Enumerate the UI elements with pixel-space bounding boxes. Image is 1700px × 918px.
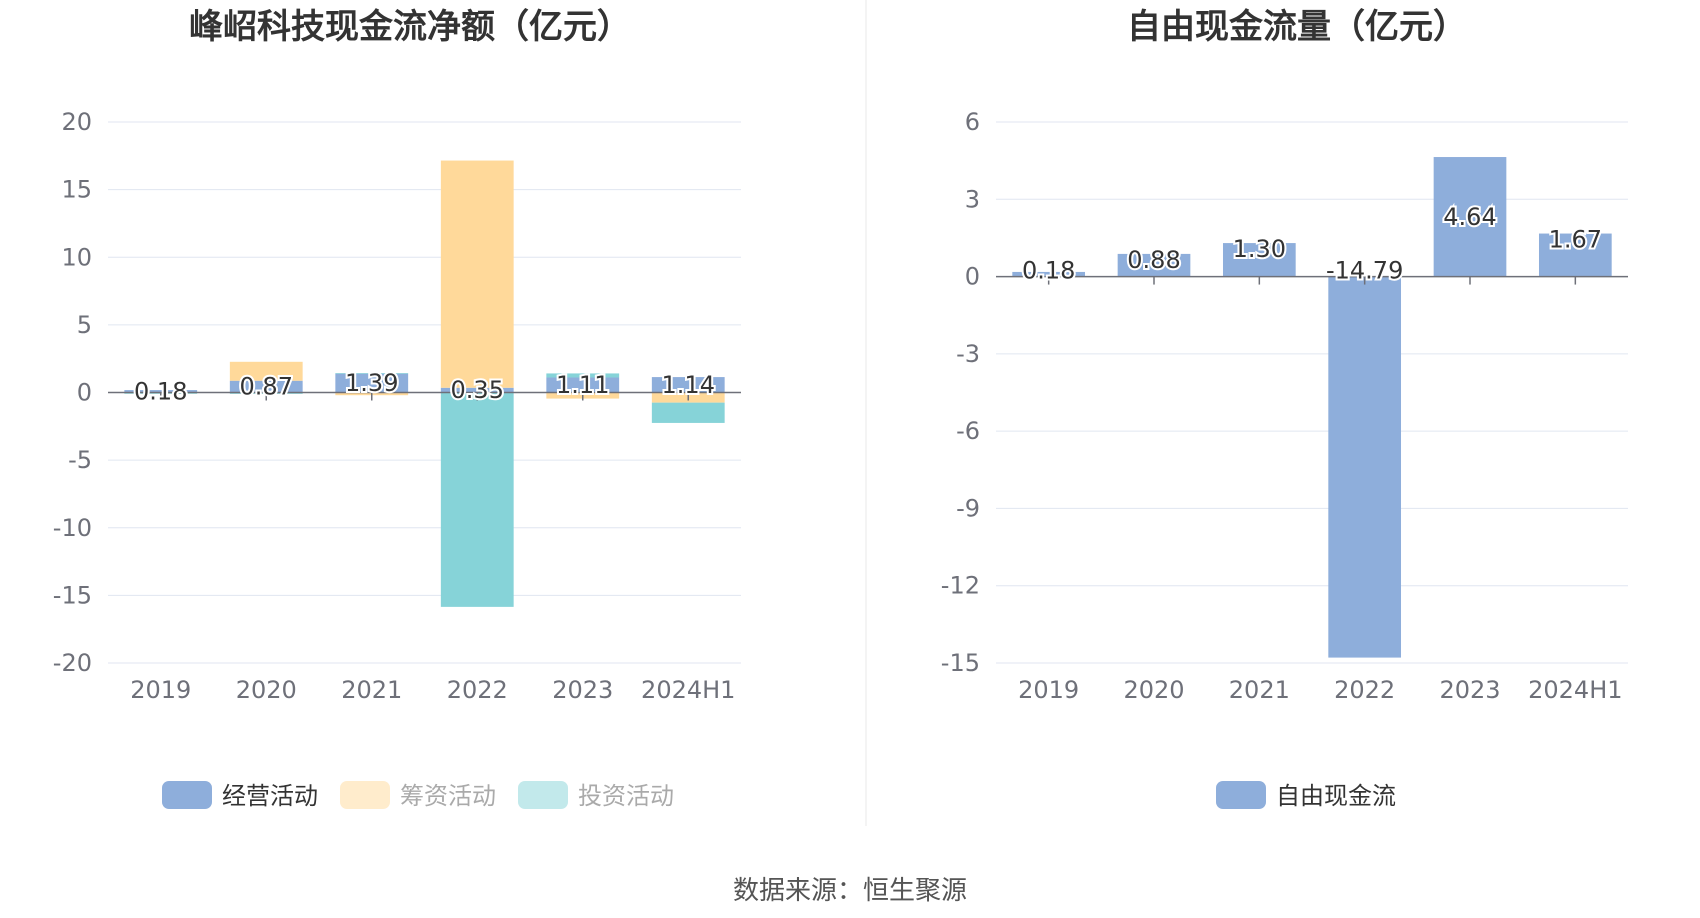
y-tick-label: -15 bbox=[53, 581, 92, 609]
legend-item[interactable]: 自由现金流 bbox=[1216, 781, 1396, 810]
data-label: 1.39 bbox=[345, 369, 398, 397]
legend-swatch bbox=[340, 781, 390, 809]
y-tick-label: 15 bbox=[61, 176, 92, 204]
bar-1-2021[interactable] bbox=[1222, 243, 1296, 277]
legend-item[interactable]: 筹资活动 bbox=[340, 781, 496, 810]
bar-1-2019[interactable] bbox=[1012, 271, 1086, 277]
data-label: 0.18 bbox=[134, 377, 187, 405]
bar-1-2020[interactable] bbox=[229, 380, 303, 393]
y-tick-label: 3 bbox=[965, 185, 980, 213]
x-tick-label: 2023 bbox=[552, 676, 613, 704]
chart-title: 峰岹科技现金流净额（亿元） bbox=[189, 7, 631, 47]
legend-label: 投资活动 bbox=[578, 782, 674, 810]
data-label: 4.64 bbox=[1443, 203, 1496, 231]
x-tick-label: 2019 bbox=[1018, 676, 1079, 704]
y-tick-label: 20 bbox=[61, 108, 92, 136]
chart-title: 自由现金流量（亿元） bbox=[1127, 7, 1467, 47]
bar-3-2024H1[interactable] bbox=[651, 402, 725, 423]
bar-2-2022[interactable] bbox=[440, 160, 514, 388]
y-tick-label: -9 bbox=[956, 494, 980, 522]
bar-1-2023[interactable] bbox=[1433, 157, 1507, 277]
bar-3-2023[interactable] bbox=[546, 373, 620, 378]
y-tick-label: -5 bbox=[68, 446, 92, 474]
data-label: 0.87 bbox=[240, 373, 293, 401]
x-tick-label: 2020 bbox=[1123, 676, 1184, 704]
bar-1-2020[interactable] bbox=[1117, 253, 1191, 277]
data-source-note: 数据来源：恒生聚源 bbox=[733, 876, 967, 906]
x-tick-label: 2021 bbox=[341, 676, 402, 704]
bar-1-2021[interactable] bbox=[335, 373, 409, 393]
data-label: 0.18 bbox=[1022, 257, 1075, 285]
y-tick-label: 10 bbox=[61, 243, 92, 271]
y-tick-label: 0 bbox=[965, 263, 980, 291]
x-tick-label: 2024H1 bbox=[641, 676, 735, 704]
legend-swatch bbox=[162, 781, 212, 809]
y-tick-label: -15 bbox=[941, 649, 980, 677]
y-tick-label: -10 bbox=[53, 514, 92, 542]
data-label: 0.88 bbox=[1127, 246, 1180, 274]
legend-label: 经营活动 bbox=[222, 782, 318, 810]
chart-2: 自由现金流量（亿元） 6 3 0 -3 -6 -9 -12 -15 2019 2020 2021 202… bbox=[941, 7, 1628, 810]
bar-1-2024H1[interactable] bbox=[1538, 233, 1612, 277]
x-tick-label: 2021 bbox=[1229, 676, 1290, 704]
y-tick-label: 6 bbox=[965, 108, 980, 136]
bar-3-2021[interactable] bbox=[335, 373, 409, 374]
legend-swatch bbox=[518, 781, 568, 809]
y-tick-label: -12 bbox=[941, 572, 980, 600]
y-tick-label: -20 bbox=[53, 649, 92, 677]
bar-1-2022[interactable] bbox=[440, 387, 514, 393]
data-label: -14.79 bbox=[1326, 257, 1403, 285]
bar-3-2022[interactable] bbox=[440, 392, 514, 607]
chart-1: 峰岹科技现金流净额（亿元） 20 15 10 5 0 -5 -10 -15 -20 2019 2020… bbox=[53, 7, 741, 810]
legend: 经营活动 筹资活动 投资活动 bbox=[162, 781, 674, 810]
legend-item[interactable]: 投资活动 bbox=[518, 781, 674, 810]
x-tick-label: 2019 bbox=[130, 676, 191, 704]
data-label: 1.11 bbox=[556, 371, 609, 399]
bar-1-2023[interactable] bbox=[546, 377, 620, 393]
bar-2-2020[interactable] bbox=[229, 361, 303, 381]
legend-item[interactable]: 经营活动 bbox=[162, 781, 318, 810]
y-tick-label: 0 bbox=[77, 379, 92, 407]
data-label: 0.35 bbox=[451, 376, 504, 404]
y-tick-label: -3 bbox=[956, 340, 980, 368]
legend-label: 自由现金流 bbox=[1276, 782, 1396, 810]
x-tick-label: 2023 bbox=[1439, 676, 1500, 704]
data-label: 1.67 bbox=[1549, 226, 1602, 254]
x-tick-label: 2022 bbox=[1334, 676, 1395, 704]
bar-1-2019[interactable] bbox=[124, 390, 198, 393]
bar-1-2024H1[interactable] bbox=[651, 377, 725, 393]
x-tick-label: 2024H1 bbox=[1528, 676, 1622, 704]
y-tick-label: -6 bbox=[956, 417, 980, 445]
legend-label: 筹资活动 bbox=[400, 782, 496, 810]
legend: 自由现金流 bbox=[1216, 781, 1396, 810]
x-tick-label: 2020 bbox=[236, 676, 297, 704]
bar-1-2022[interactable] bbox=[1328, 276, 1402, 658]
x-tick-label: 2022 bbox=[447, 676, 508, 704]
data-label: 1.30 bbox=[1233, 235, 1286, 263]
data-label: 1.14 bbox=[662, 371, 715, 399]
y-tick-label: 5 bbox=[77, 311, 92, 339]
legend-swatch bbox=[1216, 781, 1266, 809]
